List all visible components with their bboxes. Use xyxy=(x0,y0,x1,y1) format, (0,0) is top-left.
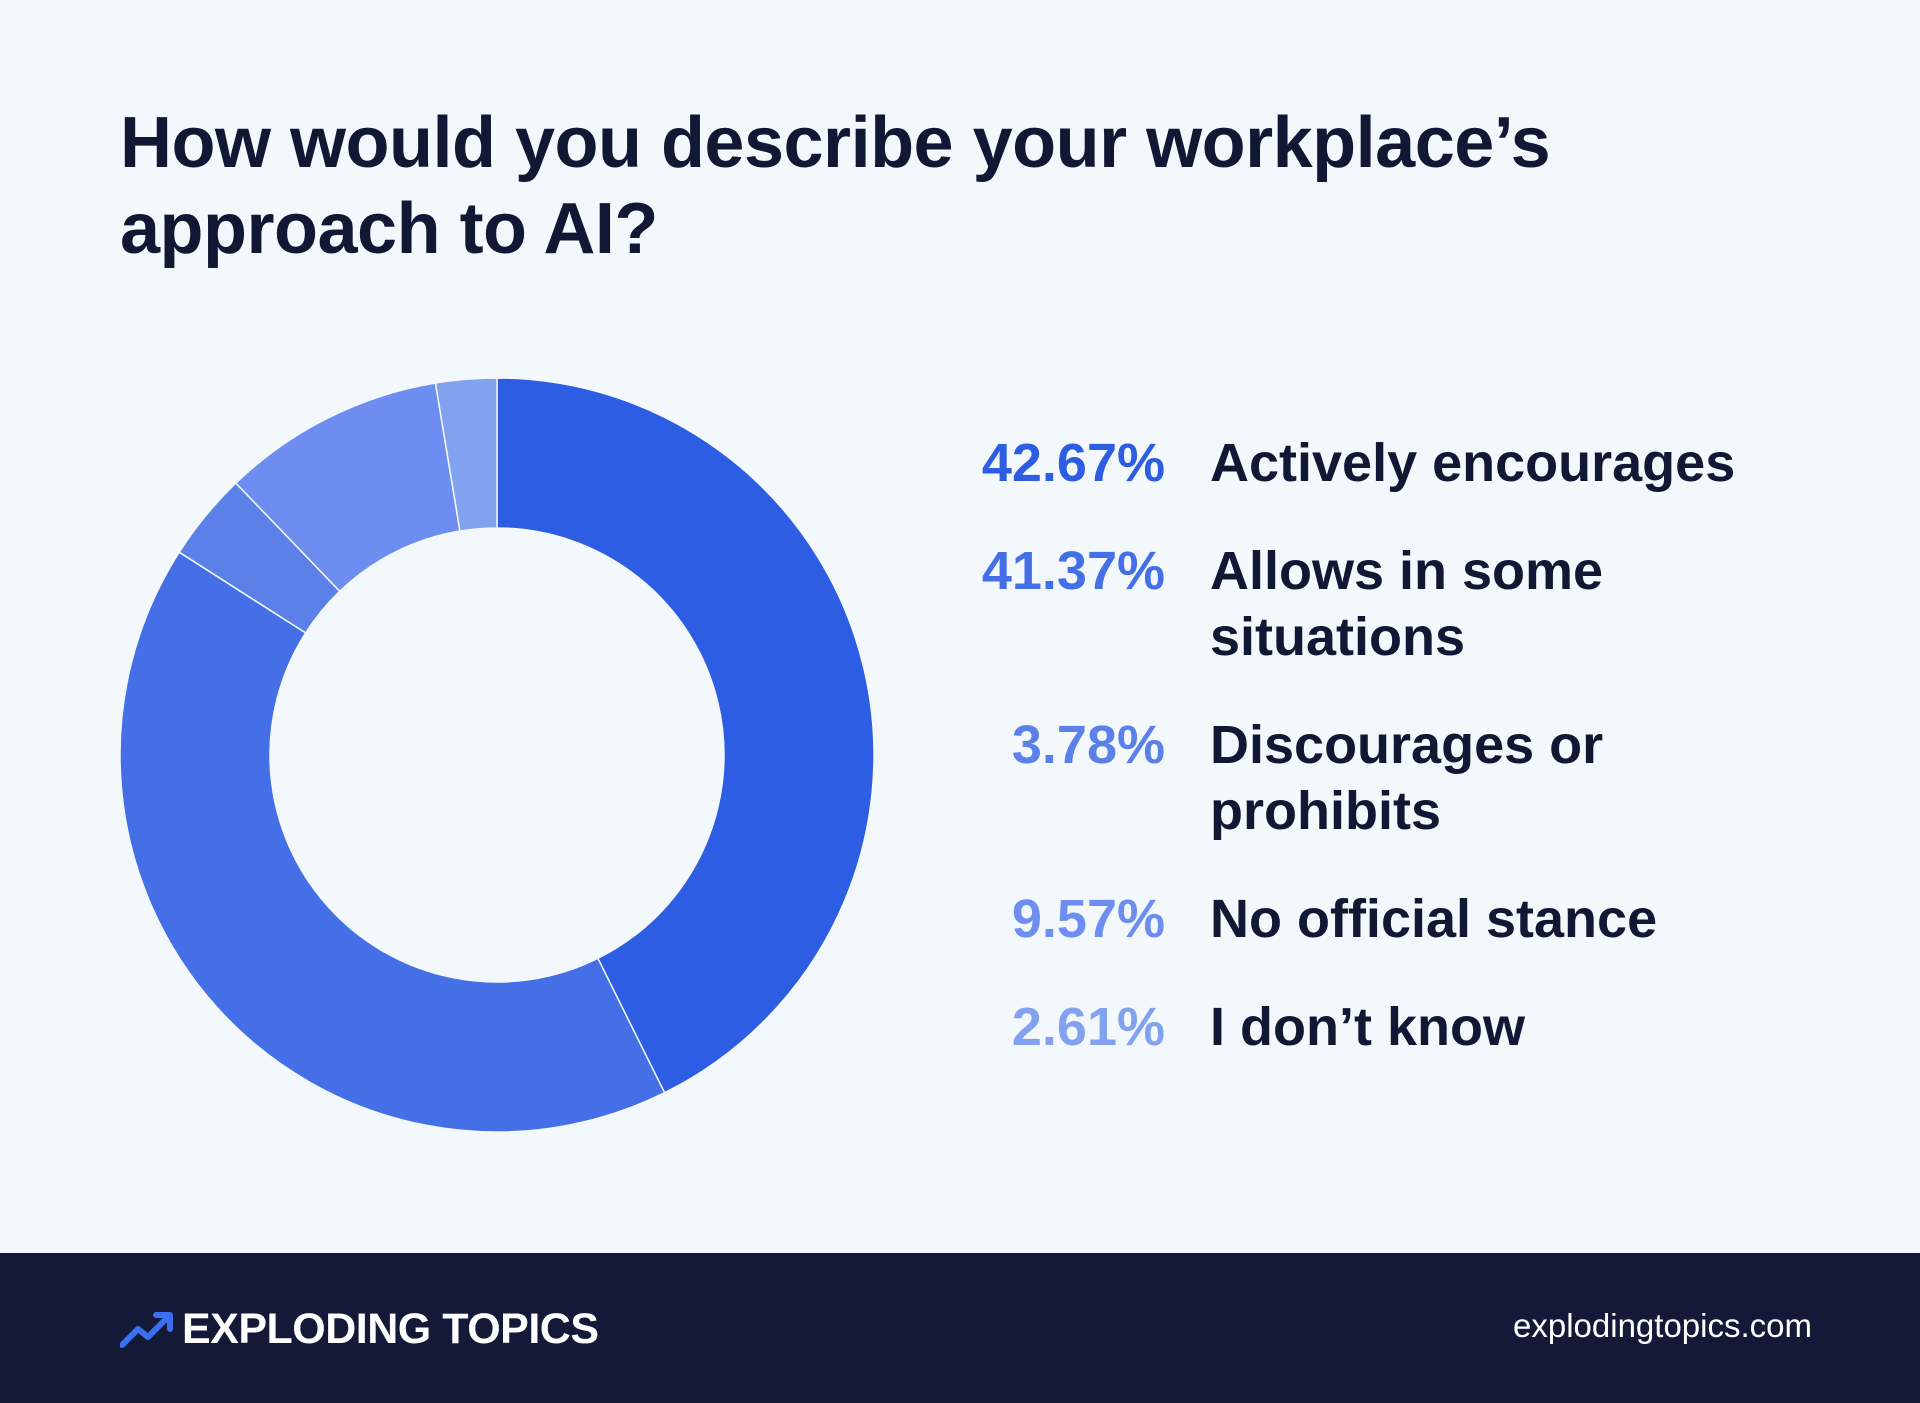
legend-label: No official stance xyxy=(1210,889,1658,949)
donut-slice-2 xyxy=(119,551,666,1133)
legend-label: Actively encourages xyxy=(1210,433,1736,493)
legend-item: 2.61% I don’t know xyxy=(940,994,1840,1060)
legend-item: 3.78% Discourages or prohibits xyxy=(940,712,1840,844)
site-url[interactable]: explodingtopics.com xyxy=(1513,1307,1812,1344)
legend-label: Discourages or prohibits xyxy=(1210,715,1604,841)
legend-percent: 2.61% xyxy=(1011,997,1165,1057)
brand-name: EXPLODING TOPICS xyxy=(182,1304,599,1353)
legend-label: Allows in some situations xyxy=(1210,541,1604,667)
legend-percent: 9.57% xyxy=(1011,889,1165,949)
chart-title: How would you describe your workplace’s … xyxy=(120,103,1551,269)
trend-arrow-icon xyxy=(120,1312,173,1348)
legend-label: I don’t know xyxy=(1210,997,1525,1057)
footer-bar: EXPLODING TOPICS explodingtopics.com xyxy=(0,1253,1920,1403)
brand-logo[interactable]: EXPLODING TOPICS xyxy=(120,1303,599,1355)
legend-percent: 41.37% xyxy=(981,541,1165,601)
legend-item: 41.37% Allows in some situations xyxy=(940,538,1840,670)
legend-item: 42.67% Actively encourages xyxy=(940,430,1840,496)
donut-slice-5 xyxy=(434,377,498,532)
legend-percent: 3.78% xyxy=(1011,715,1165,775)
donut-chart xyxy=(119,377,875,1133)
legend-item: 9.57% No official stance xyxy=(940,886,1840,952)
donut-slice-1 xyxy=(496,377,875,1094)
legend-percent: 42.67% xyxy=(981,433,1165,493)
chart-legend: 42.67% Actively encourages 41.37% Allows in… xyxy=(940,430,1840,1102)
